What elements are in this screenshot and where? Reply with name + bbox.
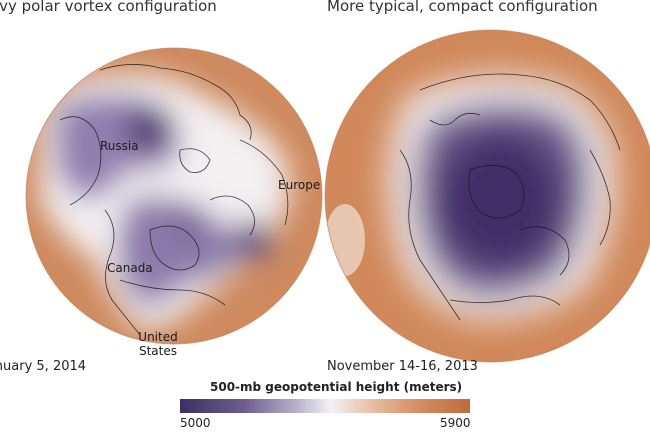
- label-canada: Canada: [107, 261, 153, 275]
- left-map-title: Wavy polar vortex configuration: [0, 0, 217, 15]
- label-russia: Russia: [100, 139, 139, 153]
- right-map-date: November 14-16, 2013: [327, 359, 478, 374]
- left-polar-map: [26, 48, 322, 344]
- right-polar-map: [325, 30, 650, 362]
- legend-max-value: 5900: [440, 416, 471, 430]
- left-map-date: January 5, 2014: [0, 359, 87, 374]
- legend-title: 500-mb geopotential height (meters): [210, 380, 463, 394]
- legend-colorbar: [180, 399, 470, 413]
- legend-min-value: 5000: [180, 416, 211, 430]
- label-united-states: United States: [138, 330, 178, 358]
- label-europe: Europe: [278, 178, 321, 192]
- right-map-title: More typical, compact configuration: [327, 0, 598, 15]
